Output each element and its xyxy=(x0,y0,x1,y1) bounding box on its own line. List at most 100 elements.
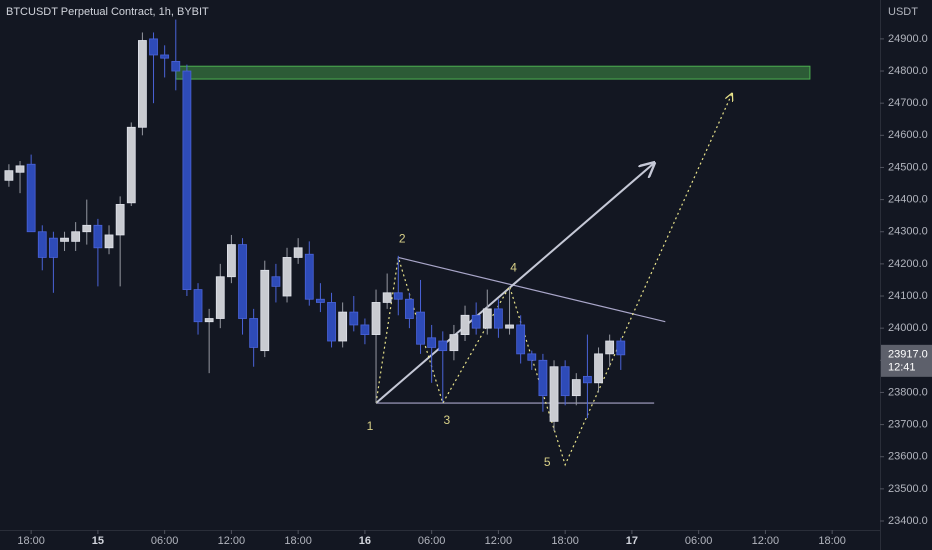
y-tick-label: 24200.0 xyxy=(888,258,928,270)
x-tick-label: 17 xyxy=(626,535,638,547)
candle-body xyxy=(316,298,325,303)
candle-body xyxy=(405,298,414,319)
y-tick-label: 24400.0 xyxy=(888,193,928,205)
x-tick-label: 15 xyxy=(92,535,104,547)
y-tick-label: 23500.0 xyxy=(888,483,928,495)
last-price-label: 23917.0 xyxy=(888,349,928,361)
candle-body xyxy=(249,318,259,348)
arrow xyxy=(375,163,654,404)
candle-body xyxy=(204,318,214,323)
candle-body xyxy=(460,314,470,335)
x-tick-label: 16 xyxy=(359,535,371,547)
candle-body xyxy=(26,163,36,233)
candle-body xyxy=(71,231,81,242)
candle-body xyxy=(37,231,47,258)
candle-body xyxy=(583,375,592,384)
y-tick-label: 24900.0 xyxy=(888,33,928,45)
candle-body xyxy=(293,247,303,258)
candle-body xyxy=(471,314,481,329)
candle-body xyxy=(260,269,270,352)
candle-body xyxy=(271,276,281,287)
x-tick-label: 06:00 xyxy=(418,535,446,547)
candle-body xyxy=(571,379,581,397)
x-tick-label: 18:00 xyxy=(551,535,579,547)
candle-body xyxy=(15,165,25,173)
candle-body xyxy=(160,54,170,59)
candle-body xyxy=(82,224,92,233)
dotted-arrow xyxy=(375,94,732,467)
candle-body xyxy=(560,366,570,397)
zone xyxy=(175,65,811,80)
countdown: 12:41 xyxy=(888,362,916,374)
candle-body xyxy=(327,302,336,342)
y-unit-label: USDT xyxy=(888,6,918,18)
candle-body xyxy=(171,60,181,72)
x-tick-label: 18:00 xyxy=(17,535,45,547)
x-tick-label: 18:00 xyxy=(818,535,846,547)
wave-label: 5 xyxy=(544,455,551,469)
candle-body xyxy=(215,276,225,319)
candle-body xyxy=(149,38,158,56)
x-tick-label: 18:00 xyxy=(284,535,312,547)
y-tick-label: 24600.0 xyxy=(888,129,928,141)
candle-body xyxy=(193,289,203,323)
y-tick-label: 23800.0 xyxy=(888,386,928,398)
candle-body xyxy=(549,366,559,422)
y-tick-label: 24500.0 xyxy=(888,161,928,173)
candle-body xyxy=(594,353,603,384)
candle-body xyxy=(393,292,403,300)
x-tick-label: 12:00 xyxy=(218,535,246,547)
candle-body xyxy=(605,340,615,355)
wave-label: 3 xyxy=(443,413,450,427)
x-tick-label: 12:00 xyxy=(752,535,780,547)
candle-body xyxy=(104,234,114,249)
candle-body xyxy=(304,253,314,300)
candle-body xyxy=(538,359,548,397)
candle-body xyxy=(227,244,236,278)
candle-body xyxy=(505,324,514,329)
candle-body xyxy=(438,340,448,352)
y-tick-label: 23700.0 xyxy=(888,418,928,430)
candle-body xyxy=(238,244,247,319)
candle-body xyxy=(427,337,437,348)
wave-label: 4 xyxy=(510,261,517,275)
wave-label: 1 xyxy=(367,419,374,433)
candle-body xyxy=(616,340,626,356)
candle-body xyxy=(115,204,125,236)
y-tick-label: 24700.0 xyxy=(888,97,928,109)
candle-body xyxy=(360,324,370,335)
x-tick-label: 06:00 xyxy=(685,535,713,547)
line xyxy=(398,256,666,323)
candle-body xyxy=(338,311,348,342)
candle-body xyxy=(527,353,537,361)
y-tick-label: 23600.0 xyxy=(888,451,928,463)
chart-title: BTCUSDT Perpetual Contract, 1h, BYBIT xyxy=(6,6,209,18)
wave-label: 2 xyxy=(399,232,406,246)
last-price-box xyxy=(881,344,932,377)
candle-body xyxy=(349,311,359,326)
candle-body xyxy=(60,237,69,242)
candle-body xyxy=(93,224,103,249)
candle-body xyxy=(416,311,425,345)
candle-body xyxy=(282,257,292,297)
candle-body xyxy=(494,308,503,329)
candle-body xyxy=(182,70,192,290)
y-tick-label: 23400.0 xyxy=(888,515,928,527)
y-tick-label: 24100.0 xyxy=(888,290,928,302)
candle-body xyxy=(49,237,58,258)
candle-body xyxy=(382,292,392,303)
candle-body xyxy=(482,308,492,329)
x-tick-label: 06:00 xyxy=(151,535,179,547)
x-tick-label: 12:00 xyxy=(485,535,513,547)
y-tick-label: 24000.0 xyxy=(888,322,928,334)
candle-body xyxy=(449,334,459,352)
candle-body xyxy=(138,40,147,128)
candle-body xyxy=(371,302,381,335)
y-tick-label: 24800.0 xyxy=(888,65,928,77)
candle-body xyxy=(4,170,14,181)
candle-body xyxy=(516,324,526,355)
candle-body xyxy=(126,126,136,204)
y-tick-label: 24300.0 xyxy=(888,226,928,238)
